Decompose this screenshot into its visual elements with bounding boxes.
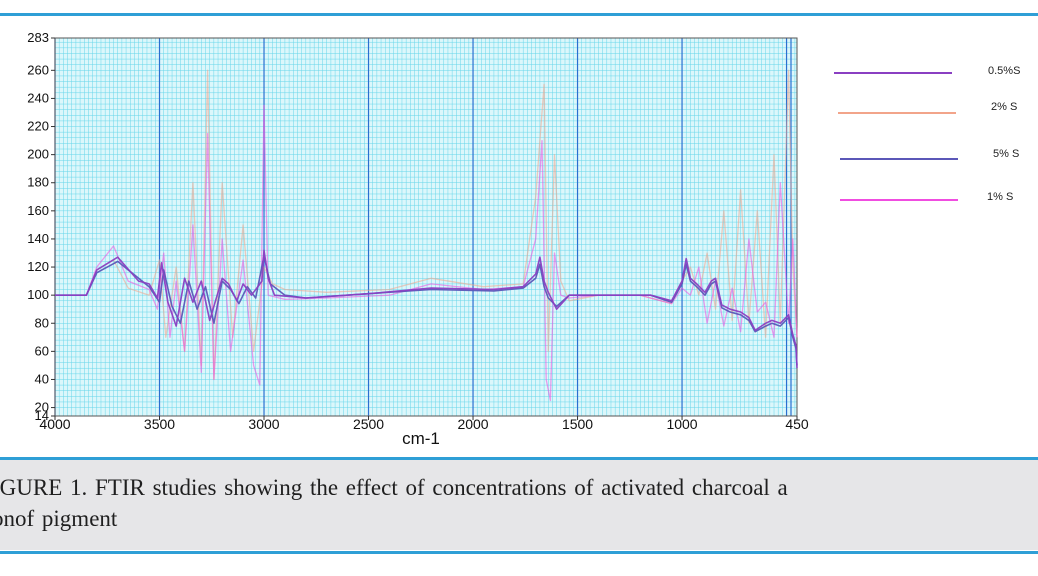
x-tick-label-4: 2000	[457, 416, 488, 432]
y-tick-label-1: 20	[35, 400, 49, 415]
legend-line-0	[834, 72, 952, 74]
series-line-1	[55, 69, 798, 381]
y-tick-label-7: 140	[27, 231, 49, 246]
y-tick-label-14: 283	[27, 30, 49, 45]
x-tick-label-6: 1000	[666, 416, 697, 432]
y-tick-label-12: 240	[27, 90, 49, 105]
legend-line-2	[840, 158, 958, 160]
y-tick-label-4: 80	[35, 315, 49, 330]
x-tick-label-3: 2500	[353, 416, 384, 432]
y-tick-label-10: 200	[27, 147, 49, 162]
y-tick-label-2: 40	[35, 371, 49, 386]
series-line-2	[55, 255, 798, 366]
top-rule	[0, 13, 1038, 16]
x-tick-label-1: 3500	[144, 416, 175, 432]
y-tick-label-8: 160	[27, 203, 49, 218]
legend-label-0: 0.5%S	[988, 65, 1021, 77]
legend-label-3: 1% S	[987, 191, 1014, 203]
legend-line-1	[838, 112, 956, 114]
legend-label-2: 5% S	[993, 148, 1020, 160]
legend-line-3	[840, 199, 958, 201]
plot-background	[55, 38, 797, 416]
y-tick-label-6: 120	[27, 259, 49, 274]
x-axis-label: cm-1	[402, 429, 440, 448]
y-tick-label-11: 220	[27, 119, 49, 134]
y-tick-label-13: 260	[27, 62, 49, 77]
legend-label-1: 2% S	[991, 101, 1018, 113]
y-tick-label-0: 14	[35, 408, 49, 423]
caption-box	[0, 460, 1038, 550]
plot-frame	[54, 37, 798, 417]
x-tick-label-5: 1500	[562, 416, 593, 432]
x-tick-label-0: 4000	[39, 416, 70, 432]
series-line-0	[55, 249, 798, 369]
caption-top-rule	[0, 457, 1038, 460]
x-tick-label-2: 3000	[248, 416, 279, 432]
bottom-rule	[0, 551, 1038, 554]
x-tick-label-7: 450	[785, 416, 809, 432]
y-tick-label-9: 180	[27, 175, 49, 190]
y-tick-label-5: 100	[27, 287, 49, 302]
y-tick-label-3: 60	[35, 343, 49, 358]
figure-caption: IGURE 1. FTIR studies showing the effect…	[0, 475, 788, 531]
ftir-chart: 14 20 40 60 80 100 120 140 160 180 200 220 240 260 283…	[0, 20, 1038, 450]
